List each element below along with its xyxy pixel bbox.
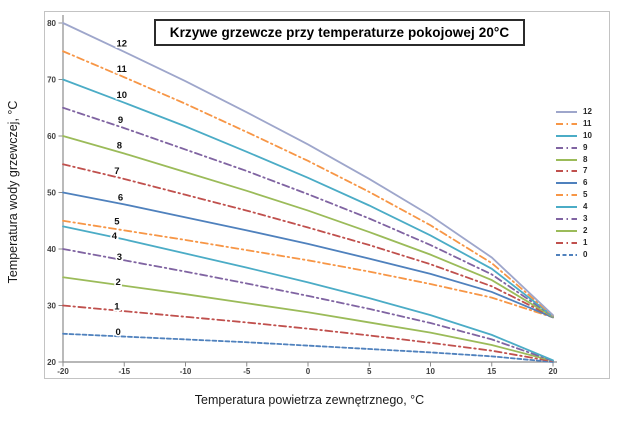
x-tick-label: -15 xyxy=(118,367,130,376)
legend-line-sample-0 xyxy=(556,253,577,256)
legend-item-12: 12 xyxy=(555,106,592,118)
curve-label-11: 11 xyxy=(117,64,128,75)
curve-12 xyxy=(62,22,554,317)
curve-3 xyxy=(62,248,554,362)
legend-label-10: 10 xyxy=(583,130,592,140)
legend-item-11: 11 xyxy=(555,118,592,130)
legend-line-sample-9 xyxy=(556,146,577,149)
legend-item-9: 9 xyxy=(555,142,592,154)
y-tick-label: 70 xyxy=(47,76,56,85)
legend-label-2: 2 xyxy=(583,225,588,235)
curve-label-6: 6 xyxy=(118,193,123,204)
curve-5 xyxy=(62,219,554,319)
y-tick-label: 80 xyxy=(47,19,56,28)
y-tick-label: 50 xyxy=(47,189,56,198)
legend-label-9: 9 xyxy=(583,142,588,152)
legend-label-4: 4 xyxy=(583,202,588,212)
curve-2 xyxy=(62,276,554,362)
curve-label-3: 3 xyxy=(117,252,122,263)
chart-frame xyxy=(44,11,610,379)
legend-line-sample-7 xyxy=(556,170,577,173)
legend-line-sample-4 xyxy=(556,206,577,209)
curve-label-0: 0 xyxy=(115,327,120,338)
x-tick-label: -20 xyxy=(57,367,69,376)
curve-10 xyxy=(62,78,554,318)
curve-9 xyxy=(62,106,554,318)
legend-label-8: 8 xyxy=(583,154,588,164)
y-axis-title: Temperatura wody grzewczej, °C xyxy=(6,100,20,284)
legend-label-0: 0 xyxy=(583,249,588,259)
y-tick-label: 30 xyxy=(47,302,56,311)
legend-item-7: 7 xyxy=(555,165,592,177)
legend-line-sample-3 xyxy=(556,217,577,220)
curve-label-4: 4 xyxy=(112,231,118,242)
legend-label-5: 5 xyxy=(583,190,588,200)
legend-item-5: 5 xyxy=(555,189,592,201)
legend-line-sample-5 xyxy=(556,194,577,197)
curve-label-10: 10 xyxy=(117,90,128,101)
legend-line-sample-6 xyxy=(556,182,577,185)
legend-item-10: 10 xyxy=(555,130,592,142)
legend-label-11: 11 xyxy=(583,118,592,128)
legend-label-7: 7 xyxy=(583,166,588,176)
curve-11 xyxy=(62,50,554,317)
y-tick-label: 60 xyxy=(47,132,56,141)
legend-line-sample-1 xyxy=(556,241,577,244)
curve-label-9: 9 xyxy=(118,115,123,126)
x-tick-label: 20 xyxy=(549,367,558,376)
legend-line-sample-10 xyxy=(556,134,577,137)
x-tick-label: -5 xyxy=(243,367,251,376)
curve-label-5: 5 xyxy=(114,216,120,227)
x-tick-label: 5 xyxy=(367,367,372,376)
legend-label-12: 12 xyxy=(583,106,592,116)
curve-label-1: 1 xyxy=(114,302,120,313)
legend-line-sample-2 xyxy=(556,229,577,232)
curve-label-8: 8 xyxy=(117,141,122,152)
legend-line-sample-8 xyxy=(556,158,577,161)
curve-7 xyxy=(62,163,554,318)
y-tick-label: 20 xyxy=(47,358,56,367)
legend-item-4: 4 xyxy=(555,201,592,213)
legend-line-sample-11 xyxy=(556,122,577,125)
legend-item-3: 3 xyxy=(555,213,592,225)
curve-0 xyxy=(62,332,554,363)
legend-label-1: 1 xyxy=(583,237,588,247)
x-tick-label: -10 xyxy=(180,367,192,376)
legend-label-3: 3 xyxy=(583,213,588,223)
curve-6 xyxy=(62,191,554,319)
legend-item-8: 8 xyxy=(555,154,592,166)
curve-4 xyxy=(62,225,554,362)
chart-title: Krzywe grzewcze przy temperaturze pokojo… xyxy=(154,19,525,46)
y-tick-label: 40 xyxy=(47,245,56,254)
legend-item-2: 2 xyxy=(555,225,592,237)
legend-item-6: 6 xyxy=(555,177,592,189)
curve-8 xyxy=(62,135,554,318)
legend-item-0: 0 xyxy=(555,249,592,261)
legend-label-6: 6 xyxy=(583,178,588,188)
legend-item-1: 1 xyxy=(555,237,592,249)
x-tick-label: 0 xyxy=(306,367,311,376)
curve-1 xyxy=(62,304,554,363)
curve-label-2: 2 xyxy=(115,277,120,288)
x-axis-title: Temperatura powietrza zewnętrznego, °C xyxy=(194,393,425,407)
legend-line-sample-12 xyxy=(556,110,577,113)
curve-label-12: 12 xyxy=(117,38,128,49)
legend: 12 11 10 9 8 7 6 5 4 3 2 1 0 xyxy=(555,106,592,261)
curve-label-7: 7 xyxy=(114,166,119,177)
x-tick-label: 10 xyxy=(426,367,435,376)
x-tick-label: 15 xyxy=(487,367,496,376)
